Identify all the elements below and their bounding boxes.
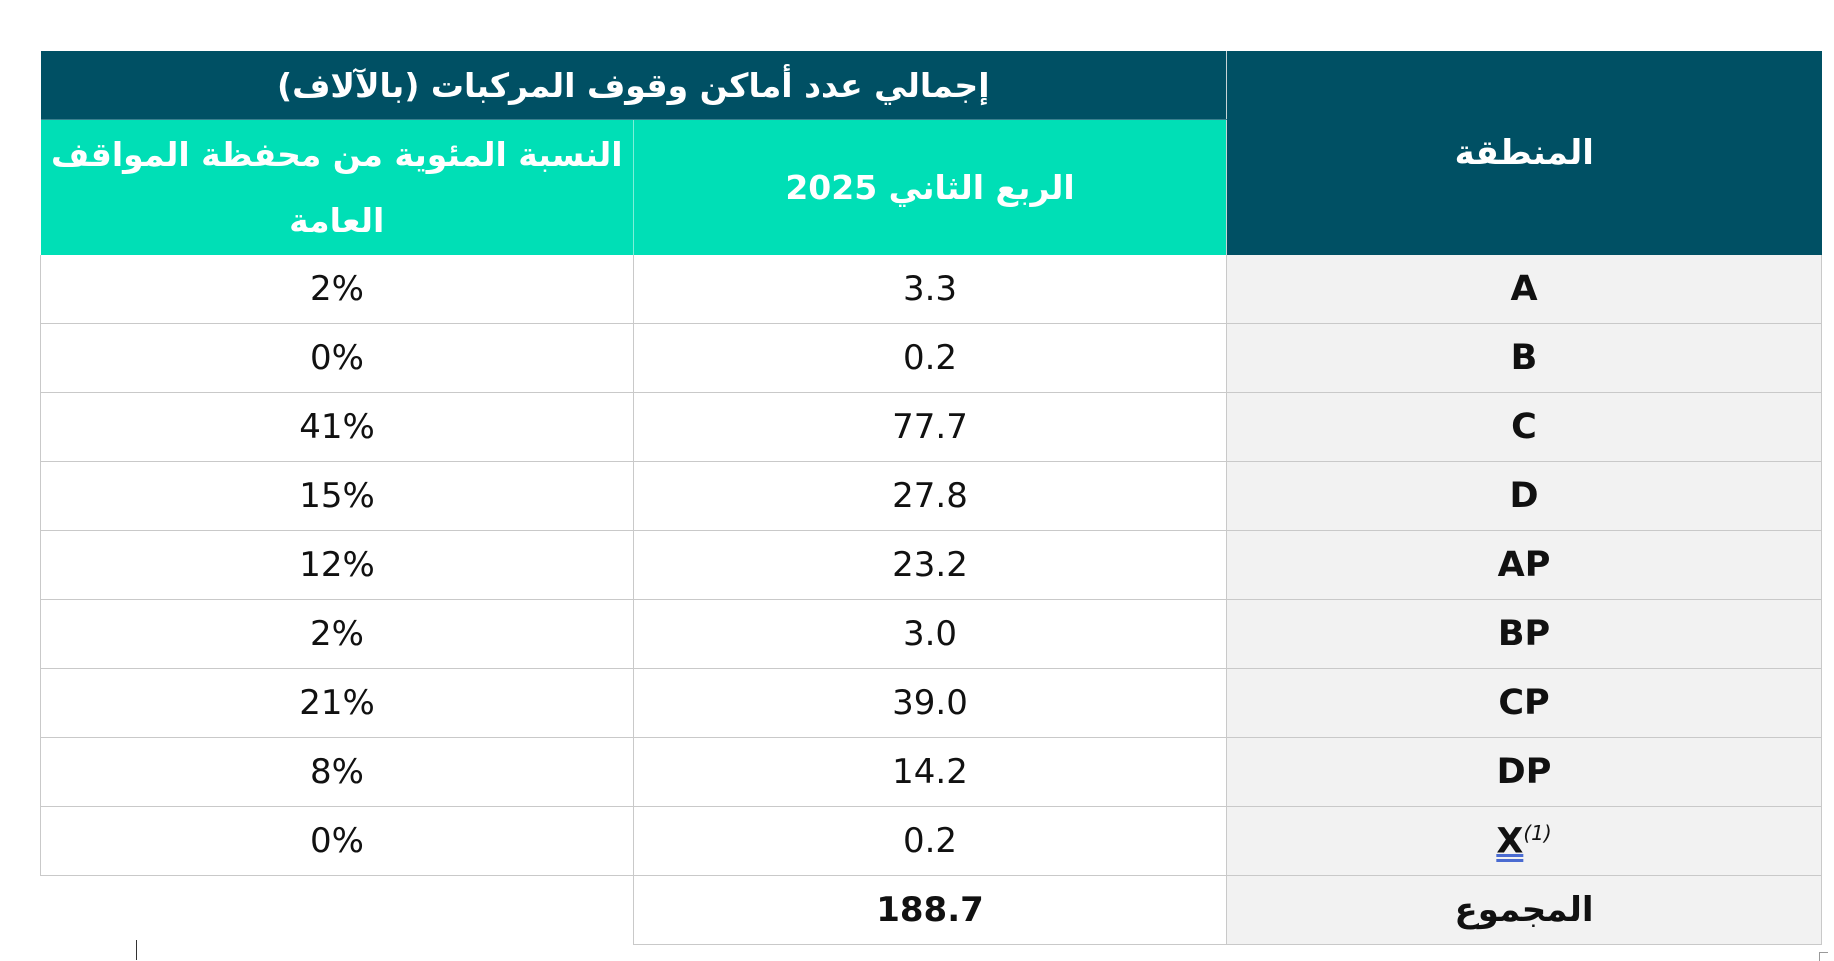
total-empty-cell xyxy=(40,875,634,945)
table-row: 2% 3.0 BP xyxy=(40,599,1822,669)
pct-cell: 15% xyxy=(40,461,634,531)
q2-cell: 39.0 xyxy=(633,668,1227,738)
region-cell: DP xyxy=(1226,737,1822,807)
table-row: 41% 77.7 C xyxy=(40,392,1822,462)
q2-cell: 77.7 xyxy=(633,392,1227,462)
pct-cell: 0% xyxy=(40,323,634,393)
region-cell: CP xyxy=(1226,668,1822,738)
region-cell: A xyxy=(1226,255,1822,324)
q2-cell: 0.2 xyxy=(633,806,1227,876)
region-cell: D xyxy=(1226,461,1822,531)
header-q2-2025: الربع الثاني 2025 xyxy=(633,119,1227,255)
pct-cell: 21% xyxy=(40,668,634,738)
q2-cell: 14.2 xyxy=(633,737,1227,807)
q2-cell: 23.2 xyxy=(633,530,1227,600)
header-row-sub: النسبة المئوية من محفظة المواقف العامة ا… xyxy=(40,119,1822,255)
footnote-marker: (1) xyxy=(1523,820,1552,845)
region-cell: B xyxy=(1226,323,1822,393)
pct-cell: 41% xyxy=(40,392,634,462)
text-cursor xyxy=(136,940,137,960)
table-row: 8% 14.2 DP xyxy=(40,737,1822,807)
table-row: 0% 0.2 X(1) xyxy=(40,806,1822,876)
total-row: 188.7 المجموع xyxy=(40,875,1822,945)
total-value: 188.7 xyxy=(633,875,1227,945)
pct-cell: 2% xyxy=(40,599,634,669)
region-cell: BP xyxy=(1226,599,1822,669)
region-x-label: X xyxy=(1496,821,1524,862)
q2-cell: 27.8 xyxy=(633,461,1227,531)
pct-cell: 8% xyxy=(40,737,634,807)
header-total-parking: إجمالي عدد أماكن وقوف المركبات (بالآلاف) xyxy=(40,51,1227,120)
q2-cell: 3.0 xyxy=(633,599,1227,669)
q2-cell: 3.3 xyxy=(633,255,1227,324)
table-row: 21% 39.0 CP xyxy=(40,668,1822,738)
region-cell: AP xyxy=(1226,530,1822,600)
table-row: 12% 23.2 AP xyxy=(40,530,1822,600)
parking-table: إجمالي عدد أماكن وقوف المركبات (بالآلاف)… xyxy=(40,51,1822,945)
region-cell: C xyxy=(1226,392,1822,462)
pct-cell: 12% xyxy=(40,530,634,600)
pct-cell: 2% xyxy=(40,255,634,324)
page-corner-mark xyxy=(1819,952,1828,961)
header-row-main: إجمالي عدد أماكن وقوف المركبات (بالآلاف)… xyxy=(40,51,1822,255)
region-cell: X(1) xyxy=(1226,806,1822,876)
table-row: 15% 27.8 D xyxy=(40,461,1822,531)
pct-cell: 0% xyxy=(40,806,634,876)
table-row: 2% 3.3 A xyxy=(40,255,1822,324)
q2-cell: 0.2 xyxy=(633,323,1227,393)
table-row: 0% 0.2 B xyxy=(40,323,1822,393)
header-region: المنطقة xyxy=(1226,51,1822,255)
total-label: المجموع xyxy=(1226,875,1822,945)
header-percentage: النسبة المئوية من محفظة المواقف العامة xyxy=(40,119,634,255)
